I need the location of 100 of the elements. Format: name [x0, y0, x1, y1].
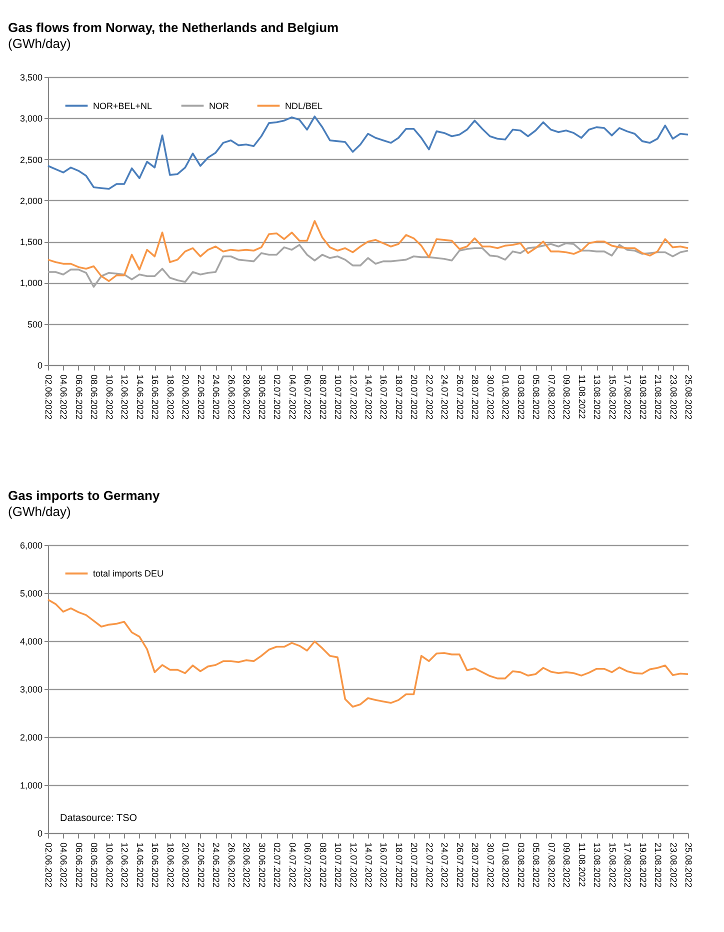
legend-label: NDL/BEL: [285, 100, 323, 111]
line-series: [47, 242, 689, 288]
x-tick-label: 08.07.2022: [318, 842, 328, 888]
x-tick-label: 22.07.2022: [424, 842, 434, 888]
y-tick-label: 1,500: [20, 237, 42, 248]
x-tick-label: 14.06.2022: [134, 842, 145, 888]
x-tick-label: 09.08.2022: [562, 374, 572, 420]
x-tick-label: 08.07.2022: [318, 374, 328, 420]
x-tick-label: 03.08.2022: [516, 374, 526, 420]
x-tick-label: 15.08.2022: [607, 374, 618, 420]
x-tick-label: 12.07.2022: [348, 842, 358, 888]
x-tick-label: 18.07.2022: [394, 374, 404, 420]
x-tick-label: 14.07.2022: [364, 374, 374, 420]
x-tick-label: 15.08.2022: [607, 842, 618, 888]
x-tick-label: 04.06.2022: [58, 842, 69, 888]
x-tick-label: 30.07.2022: [485, 374, 496, 420]
x-tick-label: 04.07.2022: [287, 374, 298, 420]
annotation: Datasource: TSO: [60, 813, 138, 824]
x-tick-label: 04.07.2022: [287, 842, 298, 888]
y-tick-label: 1,000: [20, 780, 42, 790]
x-tick-label: 19.08.2022: [638, 842, 648, 888]
x-tick-label: 17.08.2022: [622, 374, 633, 420]
x-tick-label: 18.06.2022: [165, 374, 176, 420]
x-tick-label: 08.06.2022: [89, 374, 100, 420]
x-tick-label: 24.07.2022: [440, 842, 450, 888]
x-tick-label: 16.06.2022: [150, 374, 160, 420]
chart-subtitle: (GWh/day): [8, 36, 71, 51]
x-tick-label: 21.08.2022: [653, 374, 664, 420]
x-tick-label: 22.07.2022: [424, 374, 434, 420]
x-tick-label: 10.06.2022: [104, 374, 114, 420]
x-tick-label: 30.06.2022: [256, 842, 267, 888]
y-tick-label: 500: [27, 319, 42, 330]
x-tick-label: 01.08.2022: [500, 842, 511, 888]
x-tick-label: 16.07.2022: [378, 374, 389, 420]
chart-title: Gas imports to Germany: [8, 488, 160, 503]
y-tick-label: 2,500: [20, 154, 42, 165]
x-tick-label: 20.07.2022: [409, 842, 420, 888]
legend-label: total imports DEU: [93, 568, 164, 578]
x-tick-label: 10.07.2022: [333, 374, 344, 420]
x-tick-label: 26.07.2022: [454, 842, 465, 888]
x-tick-label: 22.06.2022: [196, 374, 206, 420]
x-tick-label: 07.08.2022: [546, 842, 556, 888]
x-tick-label: 02.06.2022: [44, 842, 54, 888]
x-tick-label: 05.08.2022: [531, 374, 542, 420]
x-tick-label: 14.06.2022: [134, 374, 145, 420]
x-tick-label: 02.06.2022: [44, 374, 54, 420]
x-tick-label: 16.06.2022: [150, 842, 160, 888]
x-tick-label: 28.06.2022: [242, 842, 252, 888]
x-tick-label: 30.07.2022: [485, 842, 496, 888]
x-tick-label: 28.07.2022: [470, 374, 480, 420]
x-tick-label: 12.06.2022: [120, 842, 130, 888]
y-tick-label: 5,000: [20, 588, 42, 598]
y-tick-label: 2,000: [20, 732, 42, 742]
line-series: [47, 116, 689, 190]
x-tick-label: 17.08.2022: [622, 842, 633, 888]
legend-label: NOR+BEL+NL: [93, 100, 152, 111]
x-tick-label: 07.08.2022: [546, 374, 556, 420]
y-tick-label: 6,000: [20, 540, 42, 550]
x-tick-label: 13.08.2022: [592, 842, 602, 888]
x-tick-label: 02.07.2022: [272, 374, 282, 420]
x-tick-label: 20.07.2022: [409, 374, 420, 420]
x-tick-label: 24.06.2022: [211, 842, 222, 888]
y-tick-label: 0: [37, 360, 42, 370]
x-tick-label: 09.08.2022: [562, 842, 572, 888]
x-tick-label: 18.07.2022: [394, 842, 404, 888]
y-tick-label: 2,000: [20, 196, 42, 206]
x-tick-label: 26.06.2022: [226, 374, 236, 420]
y-tick-label: 4,000: [20, 636, 42, 646]
x-tick-label: 24.07.2022: [440, 374, 450, 420]
chart-title: Gas flows from Norway, the Netherlands and Belgium: [8, 20, 339, 35]
line-series: [47, 598, 689, 708]
y-tick-label: 1,000: [20, 278, 42, 288]
x-tick-label: 13.08.2022: [592, 374, 602, 420]
x-tick-label: 06.06.2022: [74, 842, 84, 888]
x-tick-label: 12.07.2022: [348, 374, 358, 420]
x-tick-label: 28.06.2022: [242, 374, 252, 420]
x-tick-label: 11.08.2022: [576, 842, 587, 887]
x-tick-label: 20.06.2022: [180, 842, 191, 888]
x-tick-label: 12.06.2022: [120, 374, 130, 420]
x-tick-label: 05.08.2022: [531, 842, 542, 888]
y-tick-label: 3,500: [20, 72, 42, 82]
y-tick-label: 0: [37, 828, 42, 838]
x-tick-label: 30.06.2022: [256, 374, 267, 420]
x-tick-label: 26.07.2022: [454, 374, 465, 420]
chart-subtitle: (GWh/day): [8, 504, 71, 519]
x-tick-label: 06.07.2022: [302, 374, 313, 420]
x-tick-label: 24.06.2022: [211, 374, 222, 420]
y-tick-label: 3,000: [20, 114, 42, 124]
x-tick-label: 11.08.2022: [576, 374, 587, 419]
x-tick-label: 23.08.2022: [668, 842, 678, 888]
x-tick-label: 06.06.2022: [74, 374, 84, 420]
x-tick-label: 18.06.2022: [165, 842, 176, 888]
x-tick-label: 14.07.2022: [364, 842, 374, 888]
x-tick-label: 28.07.2022: [470, 842, 480, 888]
line-series: [47, 220, 689, 282]
y-tick-label: 3,000: [20, 684, 42, 694]
x-tick-label: 20.06.2022: [180, 374, 191, 420]
x-tick-label: 16.07.2022: [378, 842, 389, 888]
x-tick-label: 01.08.2022: [500, 374, 511, 420]
x-tick-label: 22.06.2022: [196, 842, 206, 888]
